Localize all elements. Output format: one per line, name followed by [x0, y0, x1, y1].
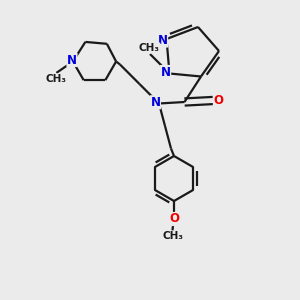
Text: N: N [150, 96, 161, 109]
Text: O: O [213, 94, 224, 107]
Text: N: N [160, 65, 171, 79]
Text: N: N [67, 53, 77, 67]
Text: CH₃: CH₃ [45, 74, 66, 84]
Text: O: O [169, 212, 179, 226]
Text: CH₃: CH₃ [162, 231, 183, 242]
Text: CH₃: CH₃ [139, 43, 160, 53]
Text: N: N [158, 34, 168, 47]
